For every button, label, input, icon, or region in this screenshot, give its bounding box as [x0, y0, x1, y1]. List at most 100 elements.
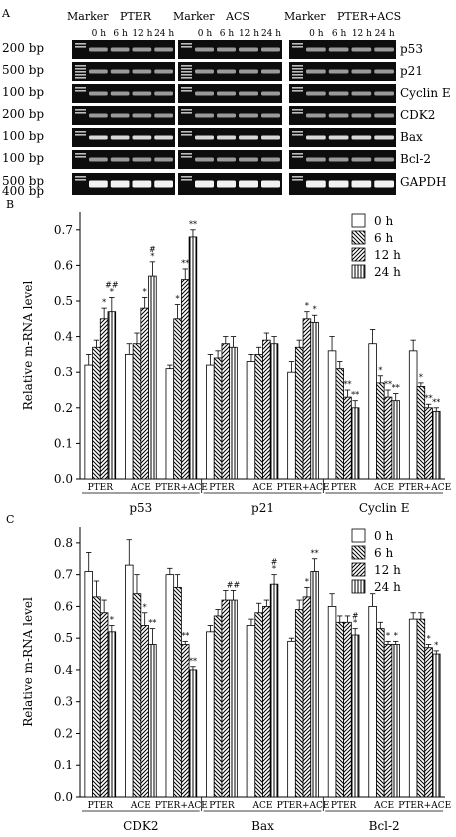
- gel-marker-band: [292, 176, 303, 178]
- gel-marker-band: [75, 77, 86, 79]
- bar: [221, 599, 231, 798]
- significance-marker: *: [313, 305, 317, 314]
- gel-band: [217, 69, 236, 74]
- significance-marker: *: [143, 287, 147, 296]
- bar: [246, 625, 256, 798]
- gel-band: [195, 135, 214, 140]
- y-tick-label: 0.1: [54, 758, 73, 772]
- bar: [180, 279, 190, 480]
- bar: [343, 621, 352, 798]
- gel-marker-band: [181, 87, 192, 89]
- bar: [180, 644, 190, 798]
- panel-a-letter: A: [1, 7, 11, 20]
- significance-marker: **: [189, 220, 197, 229]
- legend-label: 12 h: [374, 563, 401, 577]
- gel-size-label: 500 bp: [2, 63, 44, 77]
- gel-band: [239, 180, 258, 188]
- gel-marker-band: [292, 109, 303, 111]
- bar: [350, 634, 360, 798]
- y-tick-label: 0.5: [54, 294, 73, 308]
- bar: [302, 596, 312, 798]
- legend-swatch: [351, 528, 366, 543]
- bar: [327, 606, 337, 798]
- gel-marker-band: [75, 179, 86, 181]
- legend-label: 12 h: [374, 248, 401, 262]
- gel-band: [89, 91, 108, 96]
- gel-lane-label: 12 h: [352, 29, 372, 39]
- significance-marker: **: [311, 549, 319, 558]
- gel-marker-band: [75, 87, 86, 89]
- treatment-label: PTER+ACE: [155, 801, 208, 811]
- gel-band: [89, 47, 108, 52]
- gel-marker-band: [181, 65, 192, 67]
- gel-band: [217, 135, 236, 140]
- y-tick-label: 0.5: [54, 631, 73, 645]
- significance-marker: *: [176, 295, 180, 304]
- gel-band: [261, 180, 280, 188]
- bar: [92, 596, 101, 798]
- gel-size-label: 100 bp: [2, 85, 44, 99]
- bar: [99, 612, 109, 798]
- gel-lane-label: 24 h: [261, 29, 281, 39]
- significance-marker: *: [110, 615, 114, 624]
- gel-band: [239, 113, 258, 118]
- bar: [368, 343, 377, 480]
- gel-marker-band: [292, 153, 303, 155]
- bar: [416, 386, 426, 480]
- gel-band: [328, 69, 349, 74]
- gel-band: [374, 69, 394, 74]
- chart-panel-c: C Relative m-RNA level 0.0 0.1 0.2 0.3 0.4 0.5 0…: [6, 513, 451, 833]
- gel-band: [261, 135, 280, 140]
- gel-marker-band: [181, 153, 192, 155]
- gel-band: [239, 135, 258, 140]
- bar: [424, 407, 433, 480]
- gel-marker-band: [181, 68, 192, 70]
- bar: [229, 346, 238, 480]
- gel-band: [351, 91, 372, 96]
- gel-band: [195, 69, 214, 74]
- gel-marker-band: [292, 131, 303, 133]
- y-tick-label: 0.6: [54, 599, 73, 613]
- significance-marker: ##: [227, 581, 241, 590]
- bar: [424, 647, 433, 798]
- y-tick-label: 0.2: [54, 401, 73, 415]
- bar: [92, 346, 101, 480]
- gel-band: [261, 69, 280, 74]
- gel-band: [374, 135, 394, 140]
- significance-marker: **: [181, 259, 189, 268]
- significance-marker: **: [181, 631, 189, 640]
- significance-marker: **: [384, 380, 392, 389]
- bar: [335, 621, 345, 798]
- gel-gene-label: Cyclin E: [400, 86, 451, 100]
- gel-band: [306, 180, 326, 188]
- bar: [213, 357, 223, 480]
- gel-marker-band: [75, 156, 86, 158]
- bar: [206, 364, 215, 480]
- bar: [262, 606, 271, 798]
- gel-band: [195, 113, 214, 118]
- gel-marker-band: [75, 109, 86, 111]
- gel-marker-band: [181, 109, 192, 111]
- legend-label: 24 h: [374, 580, 401, 594]
- legend-swatch: [351, 247, 366, 262]
- gel-band: [239, 69, 258, 74]
- gene-group-label: CDK2: [123, 819, 158, 833]
- gel-band: [374, 157, 394, 162]
- y-tick-label: 0.4: [54, 330, 73, 344]
- bar: [376, 628, 385, 798]
- gene-group-label: Bax: [251, 819, 274, 833]
- bar: [221, 343, 231, 480]
- gel-marker-band: [75, 74, 86, 76]
- significance-marker: *: [434, 641, 438, 650]
- gel-lane-label: 6 h: [332, 29, 347, 39]
- y-tick-label: 0.6: [54, 258, 73, 272]
- bar: [294, 609, 304, 798]
- gel-band: [328, 157, 349, 162]
- gel-marker-band: [292, 71, 303, 73]
- treatment-label: ACE: [252, 483, 273, 493]
- gel-marker-band: [181, 134, 192, 136]
- gene-group-label: Cyclin E: [359, 501, 410, 515]
- gel-band: [154, 157, 173, 162]
- gel-lane-label: 12 h: [132, 29, 152, 39]
- significance-marker: *: [427, 635, 431, 644]
